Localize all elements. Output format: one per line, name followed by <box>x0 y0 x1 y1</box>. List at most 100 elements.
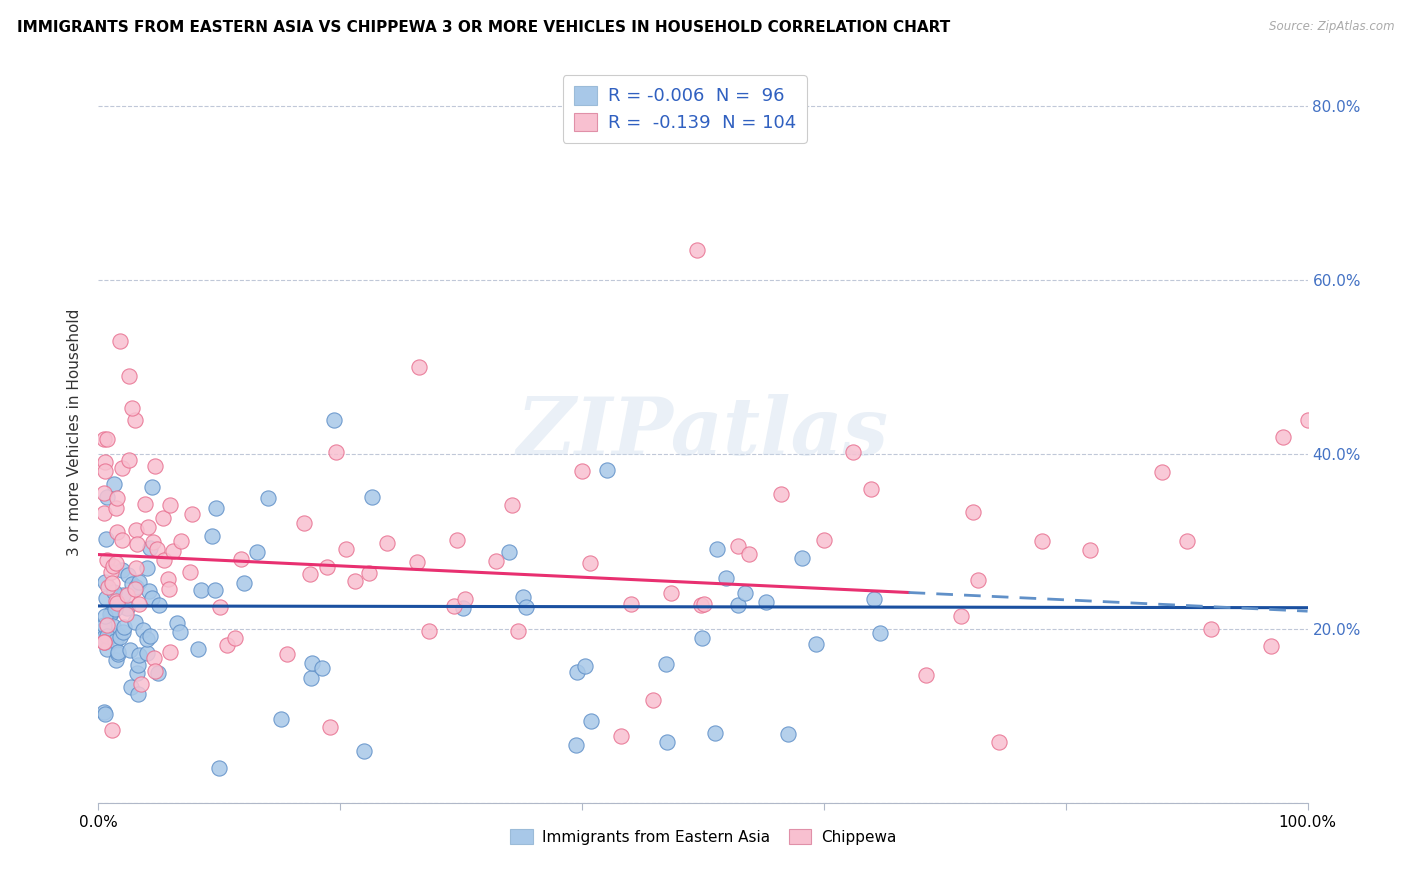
Point <box>689 598 711 612</box>
Point <box>596 463 619 477</box>
Point <box>101 723 124 737</box>
Point <box>353 743 375 757</box>
Point <box>157 572 180 586</box>
Point <box>94 574 117 589</box>
Point <box>301 656 323 670</box>
Point <box>136 560 159 574</box>
Point <box>136 520 159 534</box>
Point <box>443 599 465 613</box>
Point <box>335 541 357 556</box>
Text: Source: ZipAtlas.com: Source: ZipAtlas.com <box>1270 20 1395 33</box>
Point <box>257 491 280 505</box>
Point <box>124 412 146 426</box>
Point <box>738 547 761 561</box>
Point <box>93 622 115 636</box>
Point <box>118 369 141 384</box>
Point <box>94 630 117 644</box>
Point <box>94 464 117 478</box>
Point <box>93 618 115 632</box>
Point <box>148 598 170 612</box>
Point <box>93 631 115 645</box>
Point <box>93 707 115 722</box>
Point <box>166 615 188 630</box>
Point <box>111 533 134 547</box>
Point <box>1296 412 1319 426</box>
Point <box>105 491 128 506</box>
Point <box>375 536 398 550</box>
Point <box>111 624 134 639</box>
Point <box>246 545 269 559</box>
Point <box>134 497 156 511</box>
Point <box>93 485 115 500</box>
Point <box>111 460 134 475</box>
Point <box>96 491 118 505</box>
Point <box>104 501 127 516</box>
Point <box>574 658 596 673</box>
Point <box>299 671 322 685</box>
Point <box>988 735 1011 749</box>
Point <box>121 401 143 415</box>
Point <box>914 668 936 682</box>
Point <box>104 556 127 570</box>
Point <box>93 635 115 649</box>
Point <box>962 505 984 519</box>
Point <box>359 566 381 581</box>
Point <box>162 544 184 558</box>
Point <box>139 630 162 644</box>
Point <box>229 551 252 566</box>
Point <box>112 589 135 603</box>
Point <box>103 584 125 599</box>
Point <box>107 628 129 642</box>
Point <box>125 580 148 594</box>
Point <box>107 648 129 662</box>
Point <box>96 553 118 567</box>
Point <box>129 676 152 690</box>
Point <box>125 560 148 574</box>
Point <box>152 553 174 567</box>
Point <box>96 617 118 632</box>
Point <box>120 680 142 694</box>
Point <box>117 567 139 582</box>
Point <box>451 601 474 615</box>
Point <box>1152 465 1174 479</box>
Point <box>96 641 118 656</box>
Point <box>142 651 165 665</box>
Point <box>501 498 523 512</box>
Point <box>93 432 115 446</box>
Point <box>565 738 588 752</box>
Point <box>169 624 191 639</box>
Point <box>128 597 150 611</box>
Point <box>804 637 827 651</box>
Point <box>1031 534 1053 549</box>
Point <box>96 629 118 643</box>
Point <box>105 524 128 539</box>
Point <box>498 544 520 558</box>
Point <box>107 628 129 642</box>
Point <box>159 645 181 659</box>
Point <box>118 643 141 657</box>
Point <box>298 566 321 581</box>
Point <box>96 591 118 606</box>
Point <box>319 720 342 734</box>
Point <box>405 555 427 569</box>
Point <box>93 634 115 648</box>
Point <box>124 582 146 596</box>
Point <box>143 664 166 678</box>
Point <box>170 533 193 548</box>
Point <box>108 630 131 644</box>
Point <box>714 571 737 585</box>
Point <box>187 641 209 656</box>
Point <box>454 592 477 607</box>
Point <box>125 523 148 537</box>
Point <box>138 583 160 598</box>
Point <box>94 455 117 469</box>
Point <box>104 634 127 648</box>
Point <box>292 516 315 531</box>
Point <box>141 591 163 605</box>
Point <box>706 541 728 556</box>
Point <box>115 588 138 602</box>
Point <box>316 560 339 574</box>
Point <box>506 624 529 639</box>
Point <box>408 360 430 375</box>
Point <box>813 533 835 548</box>
